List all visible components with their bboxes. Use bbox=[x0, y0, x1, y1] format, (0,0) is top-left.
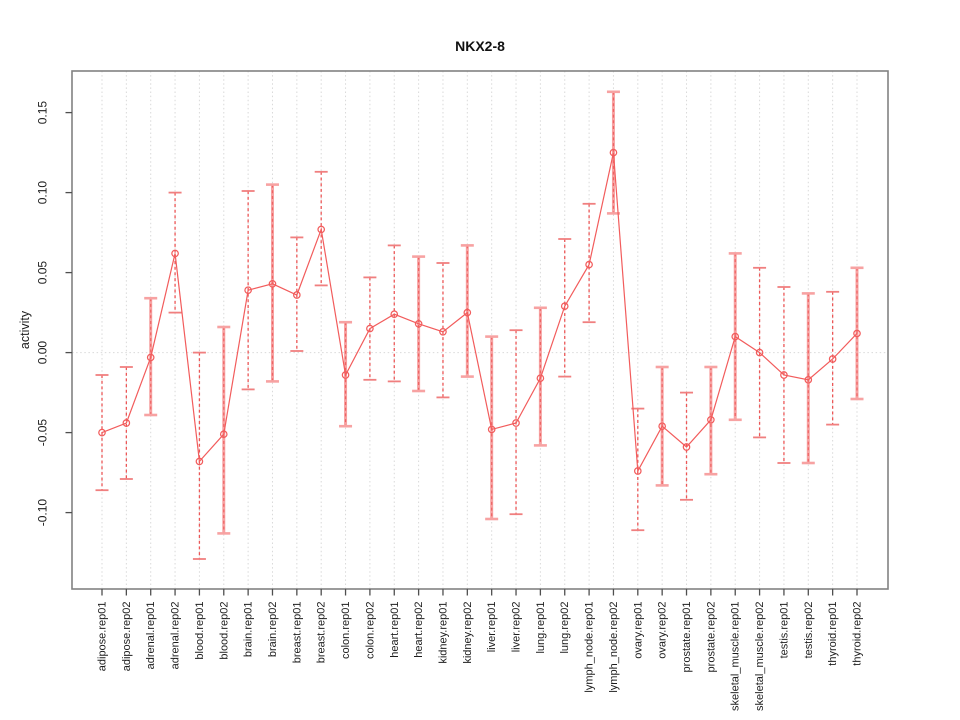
data-line bbox=[101, 152, 858, 474]
y-tick-label: 0.00 bbox=[36, 341, 50, 365]
data-point bbox=[171, 249, 179, 258]
x-tick-label: ovary.rep01 bbox=[632, 602, 644, 659]
data-point bbox=[609, 148, 618, 157]
data-point bbox=[219, 430, 228, 439]
x-tick-label: prostate.rep02 bbox=[705, 602, 717, 673]
x-tick-label: thyroid.rep02 bbox=[852, 602, 864, 666]
x-tick-label: adrenal.rep01 bbox=[145, 602, 157, 670]
data-point bbox=[804, 375, 813, 384]
y-tick-label: 0.05 bbox=[36, 261, 50, 285]
x-tick-label: brain.rep01 bbox=[243, 602, 255, 658]
data-point bbox=[731, 332, 740, 341]
data-point bbox=[853, 329, 861, 338]
x-tick-label: liver.rep02 bbox=[511, 602, 523, 653]
data-point bbox=[98, 428, 106, 437]
data-point bbox=[658, 422, 666, 431]
data-point bbox=[414, 319, 423, 328]
x-tick-label: thyroid.rep01 bbox=[827, 602, 839, 666]
data-point bbox=[560, 302, 569, 311]
x-tick-label: heart.rep01 bbox=[389, 602, 401, 658]
data-point bbox=[390, 310, 399, 319]
data-point bbox=[682, 443, 691, 451]
x-tick-label: skeletal_muscle.rep01 bbox=[730, 602, 742, 711]
data-point bbox=[317, 225, 326, 234]
x-tick-label: heart.rep02 bbox=[413, 602, 425, 658]
x-tick-label: breast.rep02 bbox=[316, 602, 328, 664]
data-point bbox=[366, 324, 374, 333]
data-point bbox=[487, 425, 496, 434]
x-tick-label: blood.rep01 bbox=[194, 602, 206, 660]
x-tick-label: colon.rep01 bbox=[340, 602, 352, 660]
x-tick-label: lymph_node.rep01 bbox=[584, 602, 596, 693]
y-tick-label: 0.15 bbox=[36, 101, 50, 125]
x-tick-label: lymph_node.rep02 bbox=[608, 602, 620, 693]
x-tick-label: ovary.rep02 bbox=[657, 602, 669, 659]
data-point bbox=[244, 286, 252, 295]
data-point bbox=[780, 371, 788, 379]
data-point bbox=[828, 355, 837, 363]
chart-title: NKX2-8 bbox=[455, 38, 505, 54]
x-tick-label: skeletal_muscle.rep02 bbox=[754, 602, 766, 711]
x-tick-label: kidney.rep02 bbox=[462, 602, 474, 664]
data-point bbox=[707, 415, 715, 424]
x-tick-label: blood.rep02 bbox=[218, 602, 230, 660]
data-point bbox=[585, 260, 593, 269]
x-tick-label: adrenal.rep02 bbox=[170, 602, 182, 670]
x-tick-label: adipose.rep02 bbox=[121, 602, 133, 672]
data-point bbox=[122, 419, 131, 427]
data-point bbox=[755, 348, 764, 357]
data-point bbox=[536, 374, 545, 383]
data-point bbox=[512, 419, 520, 427]
data-point bbox=[268, 279, 277, 288]
x-tick-label: testis.rep01 bbox=[778, 602, 790, 659]
x-tick-label: kidney.rep01 bbox=[437, 602, 449, 664]
y-tick-label: -0.05 bbox=[36, 419, 50, 447]
data-point bbox=[633, 467, 642, 475]
x-tick-label: breast.rep01 bbox=[291, 602, 303, 664]
data-point bbox=[146, 353, 155, 362]
data-point bbox=[439, 327, 447, 336]
data-point bbox=[341, 371, 350, 379]
data-point bbox=[195, 457, 204, 466]
x-tick-label: prostate.rep01 bbox=[681, 602, 693, 673]
x-tick-label: adipose.rep01 bbox=[97, 602, 109, 672]
x-tick-label: liver.rep01 bbox=[486, 602, 498, 653]
x-tick-label: lung.rep02 bbox=[559, 602, 571, 654]
x-tick-label: brain.rep02 bbox=[267, 602, 279, 658]
data-point bbox=[293, 291, 301, 299]
data-point bbox=[463, 308, 472, 317]
x-tick-label: colon.rep02 bbox=[364, 602, 376, 660]
plot-frame bbox=[71, 70, 889, 590]
y-tick-label: -0.10 bbox=[36, 499, 50, 527]
x-tick-label: lung.rep01 bbox=[535, 602, 547, 654]
y-tick-label: 0.10 bbox=[36, 181, 50, 205]
x-tick-label: testis.rep02 bbox=[803, 602, 815, 659]
